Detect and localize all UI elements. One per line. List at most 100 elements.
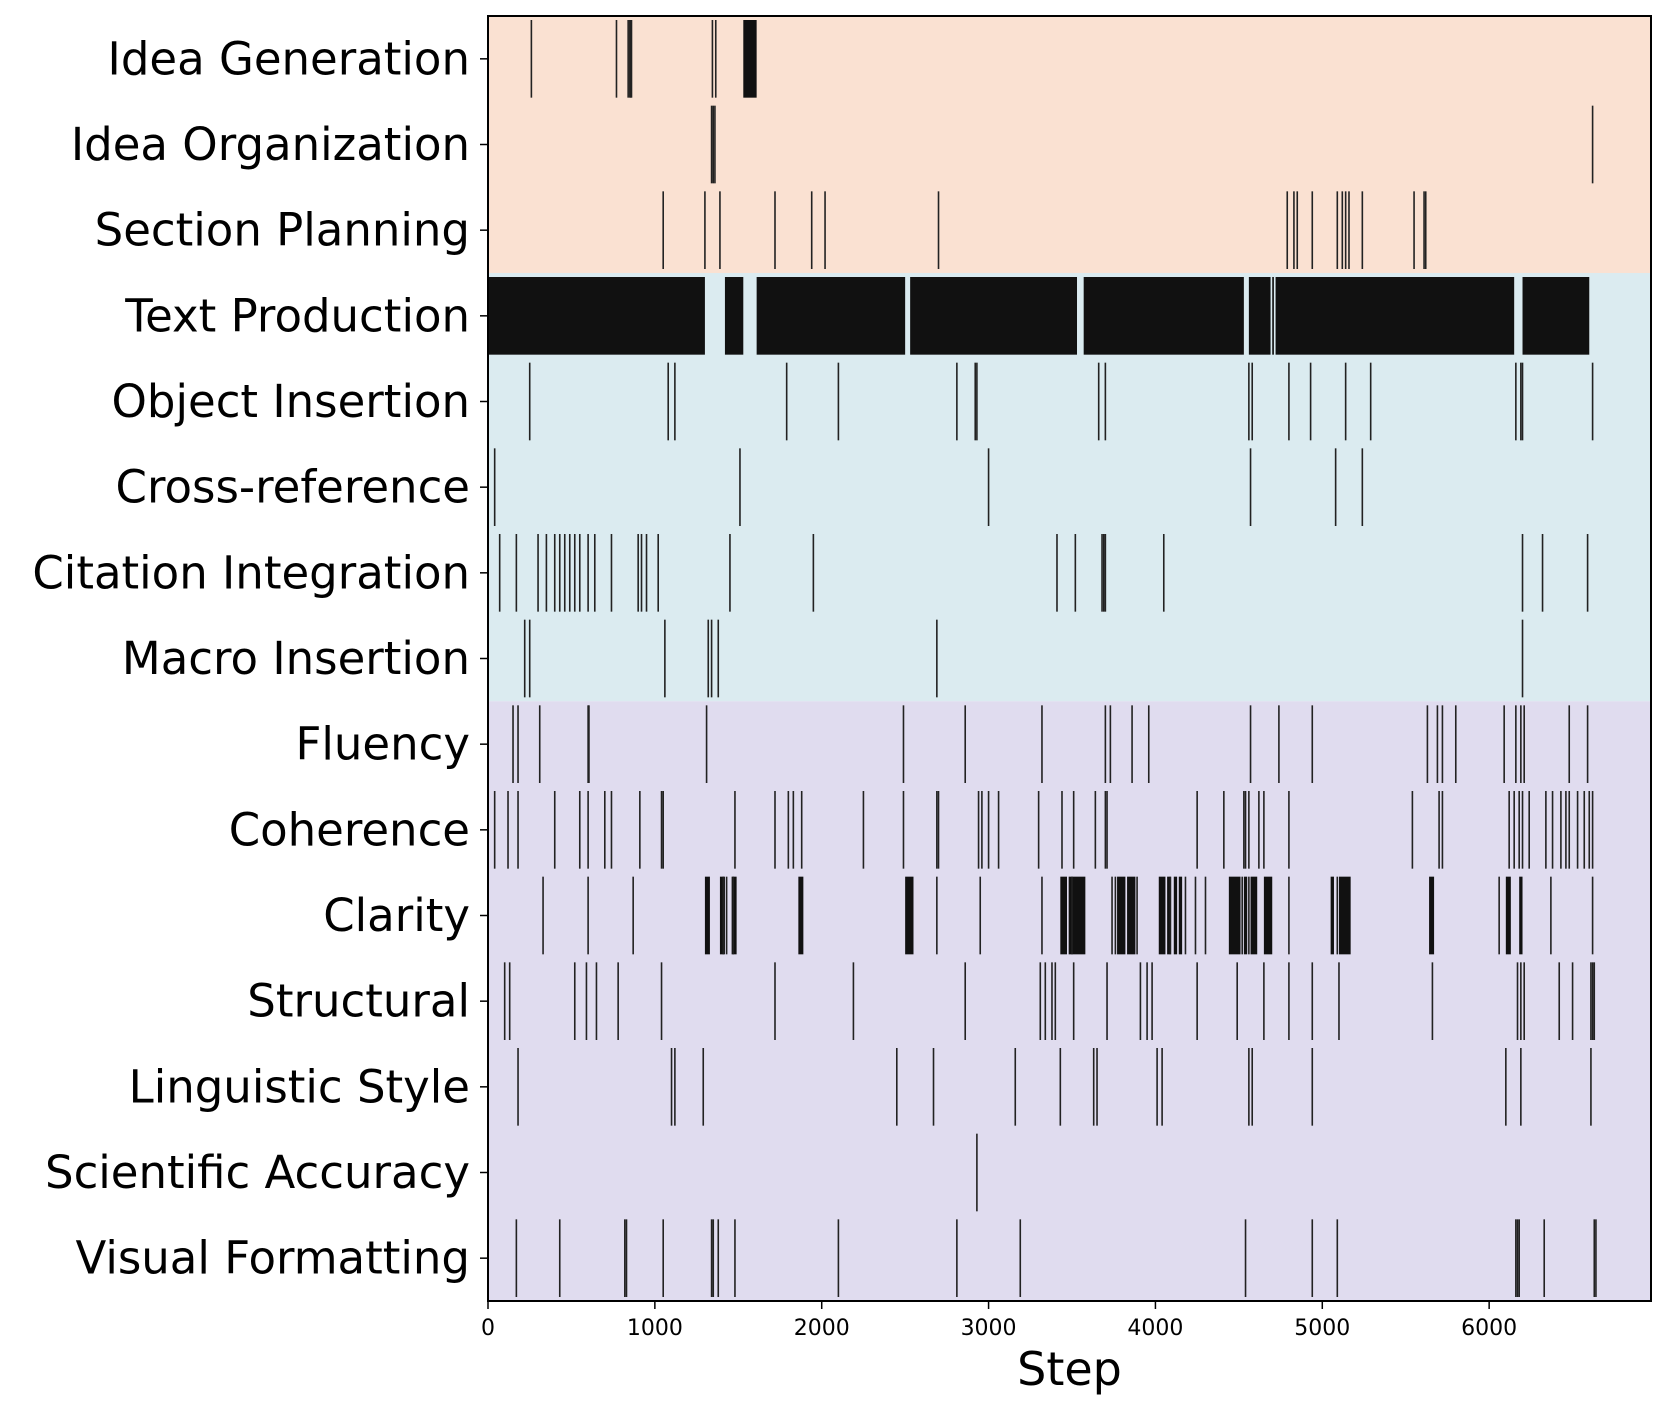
event-line xyxy=(1071,876,1073,955)
y-tick-label: Fluency xyxy=(296,718,471,771)
event-line xyxy=(1576,791,1579,869)
event-line xyxy=(1151,962,1153,1040)
event-line xyxy=(1161,1048,1163,1126)
row-fluency xyxy=(512,705,1589,783)
event-line xyxy=(1515,705,1517,783)
event-line xyxy=(512,705,514,783)
event-line xyxy=(1037,791,1040,869)
event-line xyxy=(1590,1048,1592,1126)
event-line xyxy=(530,20,533,98)
event-line xyxy=(1441,705,1444,783)
event-line xyxy=(1595,1219,1597,1297)
event-line xyxy=(1248,362,1250,441)
x-axis: 0 1000 2000 3000 4000 5000 6000 xyxy=(481,1301,1517,1341)
event-line xyxy=(964,962,967,1040)
event-span xyxy=(1429,876,1435,955)
event-line xyxy=(1104,705,1107,783)
event-line xyxy=(1096,1048,1098,1126)
event-line xyxy=(1196,791,1198,869)
event-line xyxy=(1288,962,1290,1040)
event-line xyxy=(1251,362,1254,441)
event-line xyxy=(976,362,978,441)
event-line xyxy=(987,448,990,526)
event-line xyxy=(1568,705,1571,783)
event-line xyxy=(587,705,589,783)
event-line xyxy=(617,962,619,1040)
event-line xyxy=(1520,1048,1522,1126)
event-line xyxy=(1278,705,1280,783)
event-line xyxy=(1162,534,1165,612)
event-line xyxy=(1241,876,1243,955)
event-line xyxy=(1565,791,1567,869)
y-tick-label: Object Insertion xyxy=(112,375,470,428)
event-span xyxy=(719,876,725,955)
event-line xyxy=(1369,362,1372,441)
event-line xyxy=(538,705,541,783)
event-line xyxy=(1344,362,1347,441)
event-span xyxy=(1272,277,1274,355)
event-line xyxy=(717,1219,720,1297)
event-line xyxy=(610,534,613,612)
event-line xyxy=(1436,705,1439,783)
event-line xyxy=(1204,876,1207,955)
event-line xyxy=(956,362,958,441)
event-line xyxy=(837,1219,840,1297)
event-line xyxy=(824,191,826,269)
event-line xyxy=(936,791,938,869)
event-line xyxy=(515,534,518,612)
event-line xyxy=(1591,876,1594,955)
event-line xyxy=(810,191,813,269)
event-line xyxy=(1244,791,1247,869)
event-line xyxy=(1244,1219,1247,1297)
event-line xyxy=(1505,1048,1507,1126)
event-line xyxy=(1311,1219,1314,1297)
event-line xyxy=(664,619,666,698)
event-line xyxy=(1059,1048,1062,1126)
event-line xyxy=(852,962,855,1040)
event-line xyxy=(1243,791,1245,869)
event-line xyxy=(1311,191,1314,269)
event-line xyxy=(1454,705,1457,783)
event-line xyxy=(1341,191,1344,269)
event-line xyxy=(508,962,511,1040)
event-line xyxy=(719,191,721,269)
y-tick-label: Coherence xyxy=(229,803,470,856)
event-line xyxy=(1336,1219,1339,1297)
event-line xyxy=(585,962,588,1040)
event-line xyxy=(1543,1219,1546,1297)
event-line xyxy=(1263,962,1265,1040)
row-macro-insertion xyxy=(523,619,1524,698)
event-line xyxy=(896,1048,898,1126)
event-line xyxy=(1044,962,1047,1040)
event-line xyxy=(1521,619,1524,698)
event-line xyxy=(1503,705,1505,783)
event-line xyxy=(714,105,716,184)
event-line xyxy=(1249,705,1252,783)
event-line xyxy=(1515,362,1517,441)
event-line xyxy=(710,105,713,184)
event-line xyxy=(1438,791,1440,869)
event-line xyxy=(1196,962,1198,1040)
event-line xyxy=(902,791,905,869)
event-line xyxy=(862,791,865,869)
event-line xyxy=(1102,534,1105,612)
event-line xyxy=(800,791,803,869)
event-line xyxy=(1560,791,1562,869)
event-line xyxy=(1311,705,1314,783)
event-line xyxy=(493,448,496,526)
event-line xyxy=(707,619,710,698)
event-line xyxy=(1104,362,1107,441)
event-line xyxy=(545,534,548,612)
event-line xyxy=(1361,448,1364,526)
event-line xyxy=(956,1219,958,1297)
event-line xyxy=(1588,791,1591,869)
event-line xyxy=(1248,876,1250,955)
event-line xyxy=(1094,791,1097,869)
band-planning xyxy=(488,16,1651,273)
row-clarity xyxy=(542,876,1594,955)
event-line xyxy=(1591,791,1594,869)
event-line xyxy=(717,619,720,698)
y-tick-label: Citation Integration xyxy=(32,546,470,599)
event-line xyxy=(1424,191,1427,269)
row-visual-formatting xyxy=(515,1219,1597,1297)
